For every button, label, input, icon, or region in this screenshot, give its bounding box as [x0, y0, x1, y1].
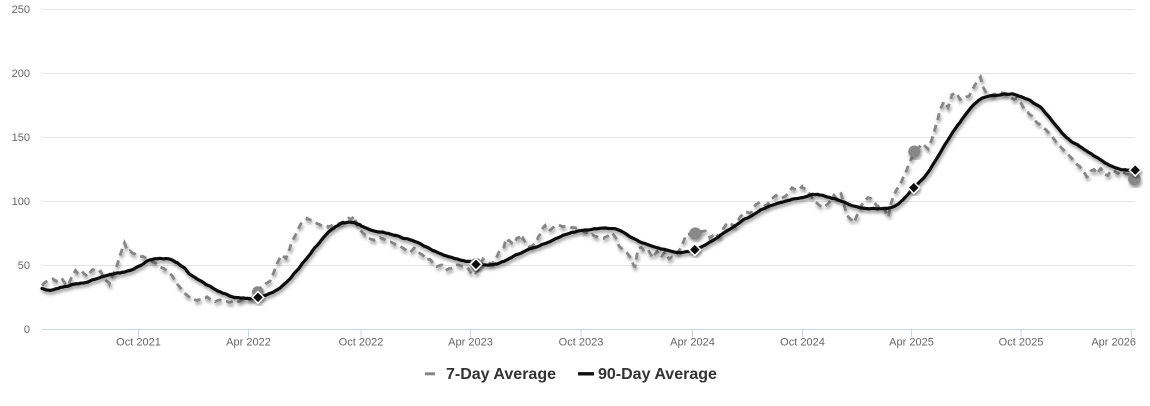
svg-text:Oct 2023: Oct 2023: [559, 337, 604, 349]
svg-text:Apr 2023: Apr 2023: [448, 337, 493, 349]
svg-text:200: 200: [12, 68, 30, 80]
svg-text:Apr 2025: Apr 2025: [889, 337, 934, 349]
svg-text:100: 100: [12, 196, 30, 208]
svg-text:0: 0: [24, 324, 30, 336]
svg-text:150: 150: [12, 132, 30, 144]
svg-text:90-Day Average: 90-Day Average: [598, 366, 717, 383]
svg-text:Apr 2026: Apr 2026: [1091, 337, 1136, 349]
svg-text:Apr 2024: Apr 2024: [670, 337, 715, 349]
svg-text:Apr 2022: Apr 2022: [226, 337, 271, 349]
svg-text:250: 250: [12, 4, 30, 16]
svg-text:7-Day Average: 7-Day Average: [446, 366, 556, 383]
svg-text:Oct 2022: Oct 2022: [339, 337, 384, 349]
svg-text:Oct 2024: Oct 2024: [780, 337, 825, 349]
svg-text:Oct 2025: Oct 2025: [999, 337, 1044, 349]
svg-text:Oct 2021: Oct 2021: [116, 337, 161, 349]
svg-text:50: 50: [18, 260, 30, 272]
